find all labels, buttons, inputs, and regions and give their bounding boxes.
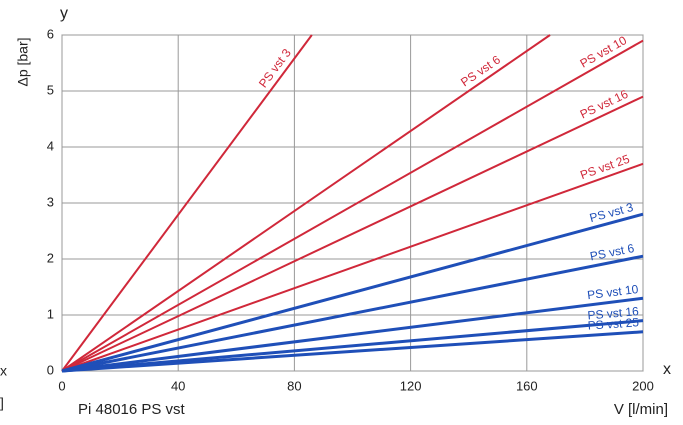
series-line — [61, 319, 644, 373]
y-tick-label: 6 — [47, 26, 54, 41]
series-line — [61, 212, 644, 373]
series-label: PS vst 10 — [586, 282, 639, 302]
y-tick-label: 4 — [47, 138, 54, 153]
series-line — [61, 34, 313, 372]
y-tick-label: 1 — [47, 306, 54, 321]
series-line — [61, 34, 551, 372]
series-line — [61, 95, 644, 372]
x-tick-label: 120 — [400, 378, 422, 393]
series-line — [61, 296, 644, 373]
chart-title: Pi 48016 PS vst — [78, 401, 186, 418]
series-label-group: PS vst 16 — [578, 87, 631, 122]
fragment: x — [0, 363, 7, 379]
x-tick-label: 160 — [516, 378, 538, 393]
series-line — [61, 162, 644, 372]
y-tick-label: 2 — [47, 250, 54, 265]
y-tick-label: 3 — [47, 194, 54, 209]
x-tick-label: 80 — [287, 378, 301, 393]
series-label: PS vst 25 — [587, 315, 640, 332]
y-axis-label: Δp [bar] — [15, 37, 31, 86]
series-line — [61, 330, 644, 373]
x-axis-letter: x — [663, 361, 671, 378]
fragment: ] — [0, 395, 4, 411]
series-label-group: PS vst 16 — [587, 304, 640, 322]
series-label-group: PS vst 10 — [586, 282, 639, 302]
y-tick-label: 5 — [47, 82, 54, 97]
series-label: PS vst 16 — [587, 304, 640, 322]
series-label-group: PS vst 25 — [587, 315, 640, 332]
x-tick-label: 0 — [58, 378, 65, 393]
x-tick-label: 40 — [171, 378, 185, 393]
y-tick-label: 0 — [47, 362, 54, 377]
y-axis-letter: y — [60, 5, 68, 22]
series-line — [61, 254, 644, 373]
x-tick-label: 200 — [632, 378, 654, 393]
x-axis-label: V [l/min] — [614, 401, 668, 418]
series-line — [61, 39, 644, 372]
series-label: PS vst 16 — [578, 87, 631, 122]
